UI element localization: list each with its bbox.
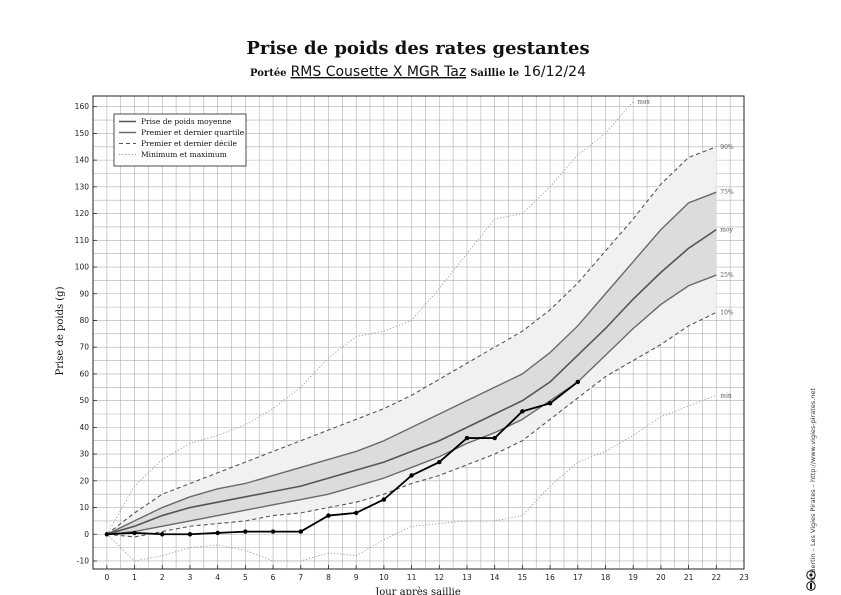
creative-commons-icon (806, 570, 816, 591)
legend-label: Premier et dernier décile (141, 139, 238, 148)
x-tick-label: 15 (518, 573, 528, 582)
observed-point (492, 435, 497, 441)
x-tick-label: 5 (243, 573, 248, 582)
y-tick-label: 90 (79, 289, 89, 298)
x-axis-label: Jour après saillie (374, 587, 461, 595)
observed-point (187, 532, 193, 537)
x-tick-label: 2 (160, 573, 165, 582)
observed-point (353, 510, 359, 516)
credit: N. Bertin – Les Vigies Pirates – http://… (809, 388, 817, 582)
x-tick-label: 7 (298, 573, 303, 582)
x-tick-label: 17 (573, 573, 583, 582)
band-label-moy: moy (720, 227, 733, 234)
x-tick-label: 19 (628, 573, 638, 582)
legend-label: Prise de poids moyenne (141, 117, 232, 126)
x-tick-label: 18 (601, 573, 611, 582)
x-tick-label: 21 (684, 573, 694, 582)
y-tick-label: 110 (75, 236, 90, 245)
y-tick-label: 100 (75, 263, 90, 272)
legend-label: Minimum et maximum (141, 150, 227, 159)
series-line-min (106, 394, 717, 562)
y-axis-label: Prise de poids (g) (55, 286, 66, 375)
series-line-10pct (106, 311, 717, 538)
x-tick-label: 16 (545, 573, 555, 582)
observed-point (243, 529, 248, 534)
plot-frame (92, 95, 745, 570)
x-tick-label: 22 (712, 573, 722, 582)
observed-point (270, 529, 276, 534)
band-label-90pct: 90% (720, 144, 734, 151)
y-tick-label: 20 (79, 476, 89, 485)
y-tick-label: 0 (84, 530, 89, 539)
y-tick-label: 160 (75, 102, 90, 111)
x-tick-label: 6 (271, 573, 276, 582)
y-tick-label: 10 (79, 503, 89, 512)
x-tick-label: 0 (104, 573, 109, 582)
y-tick-label: -10 (77, 556, 89, 565)
band-label-75pct: 75% (720, 189, 734, 196)
credit-text: N. Bertin – Les Vigies Pirates – http://… (809, 388, 817, 582)
saillie-value: 16/12/24 (523, 64, 586, 80)
observed-point (520, 409, 525, 414)
x-tick-label: 8 (326, 573, 331, 582)
y-tick-label: 30 (79, 450, 89, 459)
y-tick-label: 140 (75, 156, 90, 165)
x-tick-label: 4 (215, 573, 220, 582)
observed-point (464, 435, 470, 441)
observed-point (381, 497, 387, 502)
portee-label: Portée (250, 68, 287, 79)
x-tick-label: 23 (739, 573, 749, 582)
y-tick-label: 80 (79, 316, 89, 325)
band-label-25pct: 25% (720, 272, 734, 279)
series-line-25pct (106, 274, 717, 535)
y-tick-label: 60 (79, 369, 89, 378)
observed-point (298, 529, 303, 534)
observed-point (437, 459, 442, 465)
series-line-90pct (106, 146, 717, 535)
portee-value: RMS Cousette X MGR Taz (291, 64, 467, 80)
chart-subtitle: Portée RMS Cousette X MGR Taz Saillie le… (250, 63, 586, 80)
series-line-75pct (106, 191, 717, 535)
chart-title: Prise de poids des rates gestantes (246, 38, 589, 59)
x-tick-label: 20 (656, 573, 666, 582)
observed-point (326, 513, 331, 518)
observed-line (106, 381, 579, 536)
x-tick-label: 9 (354, 573, 359, 582)
band-label-min: min (720, 392, 732, 399)
observed-point (160, 532, 165, 537)
observed-point (215, 530, 220, 536)
y-tick-label: 120 (75, 209, 90, 218)
y-tick-label: 150 (75, 129, 90, 138)
series-line-moy (106, 228, 717, 536)
observed-point (132, 530, 137, 536)
y-tick-label: 70 (79, 343, 89, 352)
observed-point (409, 473, 414, 478)
legend-label: Premier et dernier quartile (141, 128, 245, 137)
x-tick-label: 12 (435, 573, 445, 582)
saillie-label: Saillie le (470, 68, 519, 79)
x-tick-label: 11 (407, 573, 417, 582)
observed-point (575, 379, 580, 385)
x-tick-label: 1 (132, 573, 137, 582)
x-tick-label: 10 (379, 573, 389, 582)
observed-point (547, 401, 553, 406)
y-tick-label: 40 (79, 423, 89, 432)
band-label-max: max (637, 98, 650, 105)
y-tick-label: 130 (75, 182, 90, 191)
observed-point (104, 532, 110, 537)
legend-box (113, 113, 247, 167)
x-tick-label: 14 (490, 573, 500, 582)
band-label-10pct: 10% (720, 309, 734, 316)
x-tick-label: 13 (462, 573, 472, 582)
y-tick-label: 50 (79, 396, 89, 405)
quartile-band (106, 192, 717, 535)
series-group (104, 101, 717, 562)
x-tick-label: 3 (188, 573, 193, 582)
series-line-max (106, 101, 634, 535)
